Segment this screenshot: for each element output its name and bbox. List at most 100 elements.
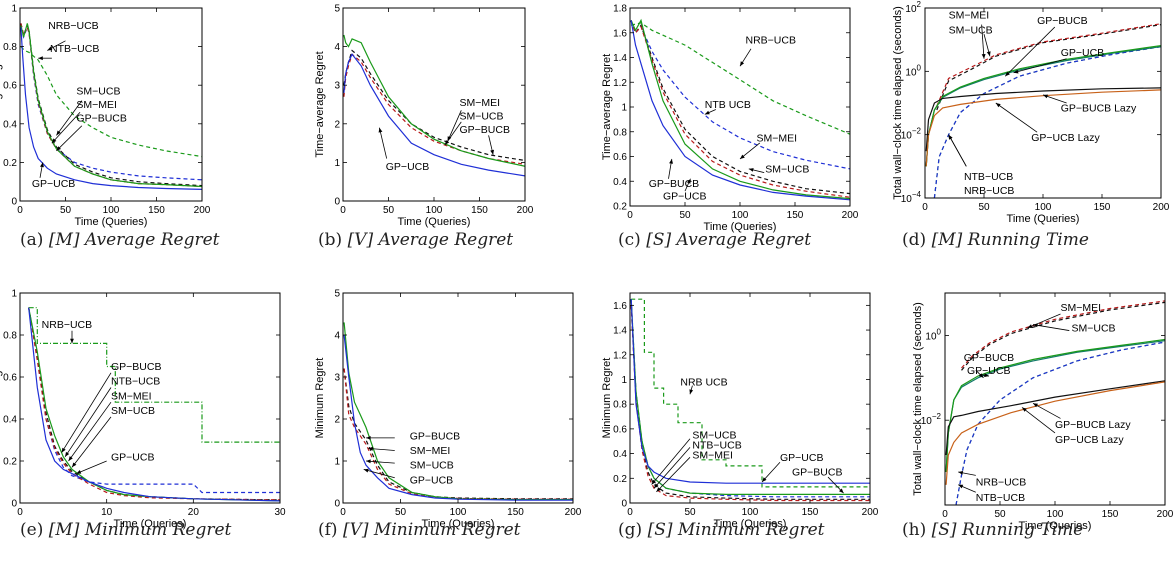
y-tick-label: 4 bbox=[334, 42, 340, 53]
annotation-arrow bbox=[447, 110, 462, 142]
annotation-label: SM−UCB bbox=[692, 430, 736, 442]
y-tick-label: 0.8 bbox=[613, 127, 627, 138]
y-tick-label: 0 bbox=[11, 499, 17, 510]
annotation: SM−UCB bbox=[748, 163, 809, 175]
annotation-label: SM−UCB bbox=[410, 460, 454, 472]
annotation-arrow bbox=[1032, 324, 1070, 331]
y-tick-label: 1 bbox=[621, 375, 627, 386]
annotation-arrow bbox=[56, 100, 83, 136]
x-tick-label: 10 bbox=[101, 507, 113, 518]
series-line-1 bbox=[20, 46, 202, 158]
annotation-arrow bbox=[1032, 402, 1061, 419]
series-line-7 bbox=[945, 380, 1165, 456]
annotation: NRB−UCB bbox=[739, 35, 796, 67]
y-axis-label: Minimum Regret bbox=[314, 358, 326, 439]
annotation-arrow bbox=[1004, 26, 1056, 77]
annotation-label: NRB−UCB bbox=[42, 319, 92, 331]
series-line-6 bbox=[20, 27, 202, 190]
annotation-arrowhead bbox=[686, 178, 691, 184]
x-tick-label: 50 bbox=[60, 205, 72, 216]
series-line-5 bbox=[630, 299, 870, 495]
annotation-label: SM−MEI bbox=[76, 99, 117, 111]
annotation: GP−UCB bbox=[663, 178, 706, 203]
x-tick-label: 100 bbox=[426, 205, 443, 216]
series-line-8 bbox=[945, 381, 1165, 485]
x-tick-label: 150 bbox=[471, 205, 488, 216]
annotation-arrowhead bbox=[656, 487, 661, 492]
annotation-arrowhead bbox=[704, 110, 710, 115]
annotation-arrow bbox=[56, 125, 83, 152]
y-tick-label: 10−2 bbox=[921, 412, 942, 427]
x-tick-label: 0 bbox=[627, 507, 633, 518]
annotation-label: GP−BUCB bbox=[1037, 15, 1087, 27]
x-axis-label: Time (Queries) bbox=[114, 518, 187, 530]
annotation-arrowhead bbox=[363, 468, 369, 473]
annotation: NRB−UCB bbox=[958, 471, 1026, 488]
annotation-label: SM−MEI bbox=[692, 449, 733, 461]
series-line-3 bbox=[343, 34, 525, 167]
y-tick-label: 1.8 bbox=[613, 4, 627, 15]
annotation-arrowhead bbox=[68, 456, 73, 461]
annotation: GP−UCB bbox=[378, 127, 429, 173]
annotation-arrow bbox=[981, 24, 985, 59]
x-tick-label: 50 bbox=[684, 507, 696, 518]
panel-caption: (g) [S] Minimum Regret bbox=[618, 520, 825, 540]
x-tick-label: 200 bbox=[1153, 202, 1170, 213]
chart-panel-g: 0 50 100 150 200 0 0.2 0.4 0.6 0.8 1 1.2 1.4 1.6 Time … bbox=[601, 292, 879, 530]
annotation: SM−MEI bbox=[949, 10, 989, 59]
annotation: NTB−UCB bbox=[653, 439, 742, 489]
annotation-arrowhead bbox=[654, 483, 659, 489]
x-axis-label: Time (Queries) bbox=[422, 518, 495, 530]
annotation-arrowhead bbox=[839, 488, 844, 494]
annotation: GP−UCB bbox=[967, 365, 1010, 378]
y-axis-label: Total wall−clock time elapsed (seconds) bbox=[892, 6, 904, 200]
annotation-arrow bbox=[51, 111, 81, 144]
x-tick-label: 50 bbox=[383, 205, 395, 216]
annotation: NTB UCB bbox=[704, 99, 751, 115]
x-tick-label: 150 bbox=[1094, 202, 1111, 213]
x-tick-label: 50 bbox=[978, 202, 990, 213]
annotation-arrow bbox=[61, 372, 112, 453]
annotation: SM−UCB bbox=[949, 25, 993, 57]
annotation-arrowhead bbox=[948, 134, 953, 140]
annotation: SM−MEI bbox=[1027, 302, 1101, 329]
annotation: GP−BUCB bbox=[649, 158, 699, 190]
annotation-label: GP−BUCB bbox=[792, 467, 842, 479]
annotation-arrowhead bbox=[1013, 69, 1019, 74]
y-tick-label: 3 bbox=[334, 81, 340, 92]
y-tick-label: 2 bbox=[334, 119, 340, 130]
annotation-label: SM−MEI bbox=[111, 390, 152, 402]
annotation: SM−MEI bbox=[51, 99, 117, 144]
annotation-arrowhead bbox=[981, 54, 986, 59]
y-tick-label: 1 bbox=[334, 457, 340, 468]
y-tick-label: 0.2 bbox=[3, 457, 17, 468]
annotation-arrow bbox=[656, 457, 691, 493]
y-tick-label: 1.4 bbox=[613, 53, 627, 64]
y-tick-label: 1.2 bbox=[613, 350, 627, 361]
annotation-arrow bbox=[1013, 58, 1067, 74]
annotation-label: SM−UCB bbox=[1072, 322, 1116, 334]
y-tick-label: 0.4 bbox=[613, 449, 627, 460]
annotation-arrow bbox=[948, 134, 967, 167]
annotation: GP−UCB bbox=[1013, 47, 1104, 74]
series-line-6 bbox=[28, 307, 280, 502]
annotation: GP−BUCB Lazy bbox=[1032, 402, 1131, 431]
chart-panel-d: 0 50 100 150 200 10−4 10−2 100 102 Time (Queries)… bbox=[892, 0, 1170, 225]
annotation-arrowhead bbox=[56, 130, 61, 136]
annotation-label: SM−MEI bbox=[459, 97, 500, 109]
y-tick-label: 0 bbox=[334, 197, 340, 208]
annotation: NTB−UCB bbox=[948, 134, 1013, 183]
annotation-arrowhead bbox=[70, 338, 74, 344]
annotation-arrowhead bbox=[978, 373, 984, 378]
annotation-arrowhead bbox=[651, 479, 657, 485]
annotation-arrowhead bbox=[40, 162, 44, 168]
annotation-arrowhead bbox=[762, 477, 767, 482]
annotation-label: NRB UCB bbox=[680, 376, 727, 388]
annotation: NRB−UCB bbox=[948, 134, 1014, 197]
series-group bbox=[28, 307, 280, 502]
series-line-6 bbox=[630, 20, 850, 201]
x-axis-label: Time (Queries) bbox=[75, 216, 148, 228]
y-tick-label: 1 bbox=[621, 103, 627, 114]
annotation: GP−BUCB bbox=[792, 467, 844, 494]
